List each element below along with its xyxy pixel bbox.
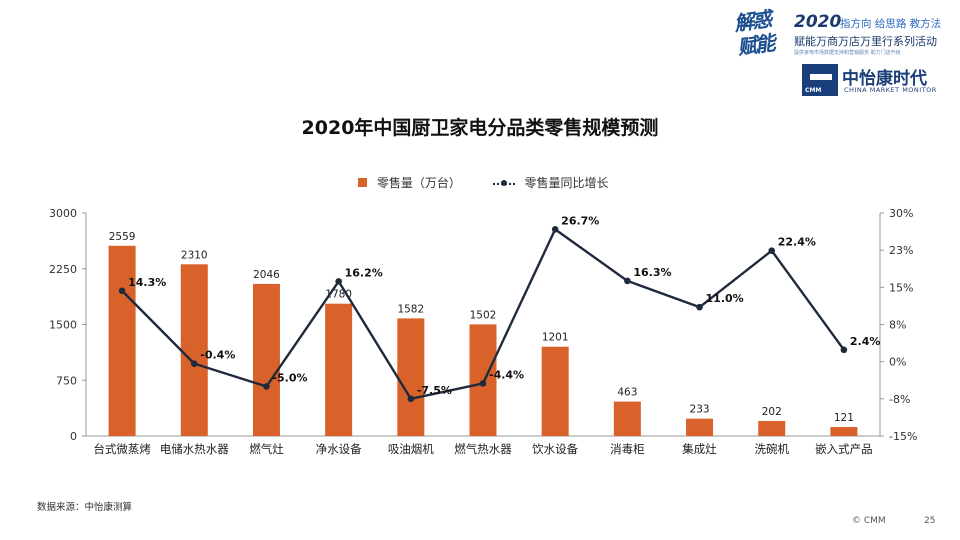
bar-value-label: 1582	[397, 303, 424, 315]
bar	[325, 303, 353, 436]
bar	[686, 418, 714, 436]
y-left-tick-label: 1500	[49, 319, 77, 332]
legend-item-line: 零售量同比增长	[492, 174, 609, 191]
growth-point	[768, 247, 776, 254]
growth-value-label: 16.3%	[633, 266, 671, 279]
bar-value-label: 121	[834, 412, 854, 424]
bar	[613, 401, 641, 436]
category-label: 净水设备	[316, 442, 362, 456]
growth-value-label: 26.7%	[561, 214, 599, 227]
growth-point	[624, 277, 631, 285]
y-right-tick-label: 8%	[889, 319, 906, 332]
category-label: 电储水热水器	[160, 442, 229, 456]
growth-value-label: 14.3%	[128, 276, 166, 289]
legend-bar-label: 零售量（万台）	[376, 176, 461, 190]
y-right-tick-label: 15%	[889, 281, 913, 294]
cmm-logo-icon: CMM	[802, 64, 838, 96]
growth-point	[263, 383, 270, 390]
growth-value-label: 16.2%	[345, 266, 383, 279]
growth-point	[335, 278, 342, 285]
bar-value-label: 1502	[470, 309, 497, 321]
growth-value-label: -4.4%	[489, 368, 524, 381]
growth-value-label: 22.4%	[778, 236, 816, 249]
growth-point	[551, 226, 559, 233]
bar-value-label: 2046	[253, 269, 280, 281]
bar	[758, 420, 786, 436]
y-left-tick-label: 3000	[49, 207, 77, 220]
bar-value-label: 463	[617, 387, 637, 399]
bar-value-label: 2310	[181, 249, 208, 261]
copyright-text: © CMM	[852, 516, 886, 526]
brand-year: 2020	[794, 12, 842, 32]
category-label: 饮水设备	[532, 442, 578, 456]
logo-abbr: CMM	[805, 87, 822, 94]
y-right-tick-label: -8%	[889, 393, 910, 406]
growth-point	[479, 380, 487, 387]
legend-line-label: 零售量同比增长	[524, 176, 609, 190]
bar-value-label: 1201	[542, 332, 569, 344]
growth-point	[696, 303, 703, 311]
data-source-note: 数据来源：中怡康测算	[37, 502, 133, 513]
page-number: 25	[924, 516, 936, 526]
legend-line-swatch	[492, 178, 515, 188]
y-right-tick-label: 0%	[889, 356, 906, 369]
y-right-tick-label: 30%	[889, 207, 913, 220]
bar-value-label: 2559	[109, 231, 136, 243]
bar-value-label: 233	[690, 404, 710, 416]
brand-campaign: 赋能万商万店万里行系列活动	[794, 35, 937, 48]
legend-bar-swatch	[358, 178, 367, 187]
growth-point	[190, 360, 198, 367]
category-label: 集成灶	[682, 442, 717, 456]
logo-english-name: CHINA MARKET MONITOR	[844, 86, 937, 94]
growth-value-label: 2.4%	[850, 335, 881, 348]
bar	[541, 346, 569, 436]
growth-point	[118, 287, 126, 295]
brand-subtext: 提供家电市场数据支持和营销服务 助力门店升级	[794, 50, 901, 56]
category-label: 消毒柜	[610, 442, 645, 456]
logo-company-name: 中怡康时代	[842, 69, 927, 89]
brand-slogan: 指方向 给思路 教方法	[840, 18, 942, 30]
bar	[830, 427, 858, 436]
y-right-tick-label: 23%	[889, 244, 913, 257]
growth-value-label: -0.4%	[200, 349, 235, 362]
bar	[397, 318, 425, 436]
chart-title: 2020年中国厨卫家电分品类零售规模预测	[301, 117, 659, 139]
legend-item-bar: 零售量（万台）	[358, 174, 461, 191]
bar	[180, 264, 208, 436]
category-label: 洗碗机	[754, 442, 789, 456]
y-left-tick-label: 0	[70, 430, 77, 443]
category-label: 燃气灶	[249, 442, 284, 456]
bar-value-label: 202	[762, 406, 782, 418]
category-label: 吸油烟机	[388, 442, 434, 456]
growth-value-label: 11.0%	[706, 292, 744, 305]
bar	[108, 245, 136, 436]
y-right-tick-label: -15%	[889, 430, 917, 443]
chart-legend: 零售量（万台） 零售量同比增长	[358, 174, 637, 191]
category-label: 燃气热水器	[454, 442, 512, 456]
y-left-tick-label: 750	[56, 374, 77, 387]
y-left-tick-label: 2250	[49, 263, 77, 276]
brand-header: 解惑赋能 2020 指方向 给思路 教方法 赋能万商万店万里行系列活动 提供家电…	[733, 6, 948, 96]
bar	[252, 283, 280, 436]
growth-point	[407, 395, 415, 403]
category-label: 嵌入式产品	[815, 442, 873, 456]
growth-value-label: -7.5%	[417, 384, 452, 397]
growth-point	[840, 346, 848, 354]
category-label: 台式微蒸烤	[93, 442, 151, 456]
growth-value-label: -5.0%	[272, 371, 307, 384]
